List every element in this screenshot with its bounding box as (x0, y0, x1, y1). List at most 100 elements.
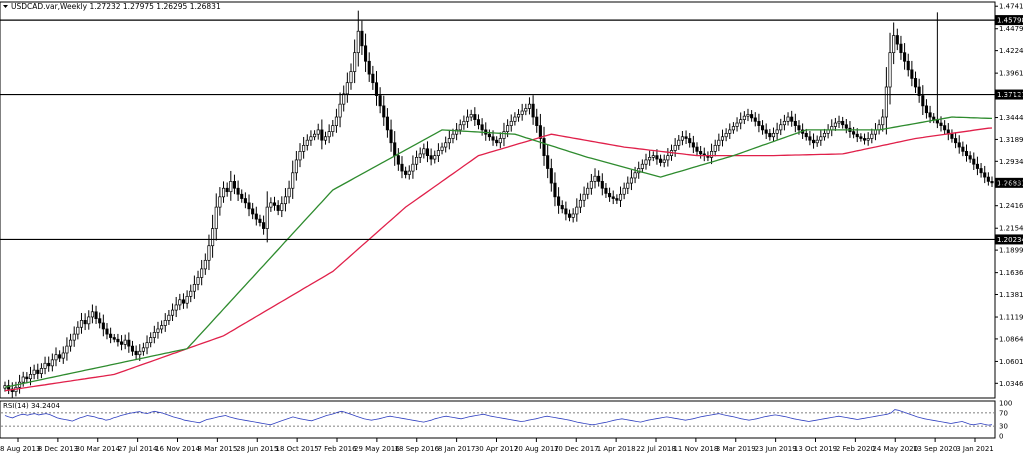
level-label-text: 1.37121 (997, 91, 1024, 99)
rsi-plot-area (0, 400, 996, 439)
candle-body (724, 132, 728, 138)
price-tick-label: 1.21540 (999, 225, 1024, 233)
candle-body (393, 142, 397, 156)
candle-body (983, 172, 987, 178)
candle-body (181, 299, 186, 304)
candle-body (112, 337, 116, 340)
level-label-text: 1.45798 (997, 17, 1024, 25)
candle-body (327, 131, 331, 138)
time-tick-label: 8 Dec 2013 (38, 445, 78, 453)
candle-body (265, 206, 269, 229)
candle-body (884, 86, 888, 118)
candle-body (651, 155, 655, 158)
candle-body (455, 129, 459, 135)
candle-body (28, 374, 33, 380)
candle-body (229, 181, 233, 193)
candle-body (422, 148, 426, 155)
price-tick-label: 1.36990 (999, 92, 1024, 100)
candle-body (859, 136, 863, 139)
candle-body (418, 153, 422, 158)
price-tick-label: 1.16365 (999, 269, 1024, 277)
candle-body (276, 205, 280, 211)
candle-body (917, 86, 921, 96)
candle-body (400, 163, 404, 172)
level-label-box (995, 234, 1023, 245)
rsi-title: RSI(14) 34.2404 (3, 402, 60, 410)
candle-body (739, 119, 743, 124)
candle-body (396, 155, 400, 165)
candle-body (811, 139, 816, 144)
candle-body (757, 120, 761, 126)
candle-body (214, 206, 218, 229)
candle-body (272, 202, 277, 206)
candle-body (746, 114, 750, 117)
candle-body (549, 168, 553, 184)
candle-body (695, 146, 699, 152)
time-tick-label: 30 Apr 2017 (475, 445, 518, 453)
candle-body (906, 60, 910, 71)
candle-body (119, 341, 124, 345)
ma-slow-line (4, 127, 993, 392)
candle-body (622, 187, 626, 195)
candle-body (130, 345, 135, 352)
candle-body (728, 129, 732, 134)
candle-body (127, 339, 131, 347)
candle-body (815, 139, 819, 144)
level-label-box (995, 89, 1023, 100)
candle-series (3, 10, 994, 398)
candle-body (961, 146, 965, 152)
current-price-label: 1.26831 (997, 179, 1024, 187)
candle-body (542, 138, 546, 156)
candle-body (378, 95, 382, 107)
time-tick-label: 18 Oct 2015 (275, 445, 318, 453)
candle-body (892, 35, 896, 54)
candle-body (145, 342, 149, 349)
candle-body (87, 316, 91, 325)
candle-body (717, 139, 721, 146)
candle-body (367, 60, 371, 75)
candle-body (487, 133, 491, 138)
candle-body (221, 187, 226, 198)
candle-body (553, 182, 557, 198)
candle-body (50, 359, 54, 367)
candle-body (203, 259, 207, 270)
candle-body (262, 222, 266, 229)
candle-body (156, 328, 160, 333)
candle-body (258, 218, 262, 223)
candle-body (200, 268, 204, 278)
candle-body (557, 196, 561, 206)
candle-body (546, 155, 550, 169)
candle-body (833, 122, 837, 127)
candle-body (790, 116, 794, 122)
rsi-tick-label: 70 (999, 409, 1008, 417)
collapse-triangle-icon[interactable] (3, 5, 8, 8)
candle-body (331, 125, 335, 132)
candle-body (673, 144, 677, 151)
time-tick-label: 30 Mar 2014 (76, 445, 121, 453)
candle-body (677, 139, 681, 146)
candle-body (69, 339, 73, 347)
candle-body (750, 114, 754, 119)
candle-body (768, 132, 772, 138)
rsi-tick-label: 0 (999, 433, 1003, 441)
candle-body (338, 103, 342, 118)
candle-body (294, 159, 298, 174)
candle-body (680, 136, 684, 141)
candle-body (65, 345, 69, 354)
candle-body (655, 155, 659, 160)
candle-body (58, 354, 62, 359)
candle-body (334, 116, 338, 126)
price-tick-label: 1.44790 (999, 25, 1024, 33)
candle-body (735, 122, 739, 127)
candle-body (243, 198, 247, 204)
candle-body (618, 193, 623, 201)
rsi-tick-label: 100 (999, 400, 1012, 408)
rsi-tick-label: 30 (999, 423, 1008, 431)
candle-body (888, 52, 892, 88)
candle-body (520, 110, 524, 115)
price-tick-label: 1.24165 (999, 202, 1024, 210)
candle-body (21, 376, 25, 383)
candle-body (320, 129, 324, 141)
candle-body (385, 116, 389, 131)
candle-body (141, 347, 145, 352)
